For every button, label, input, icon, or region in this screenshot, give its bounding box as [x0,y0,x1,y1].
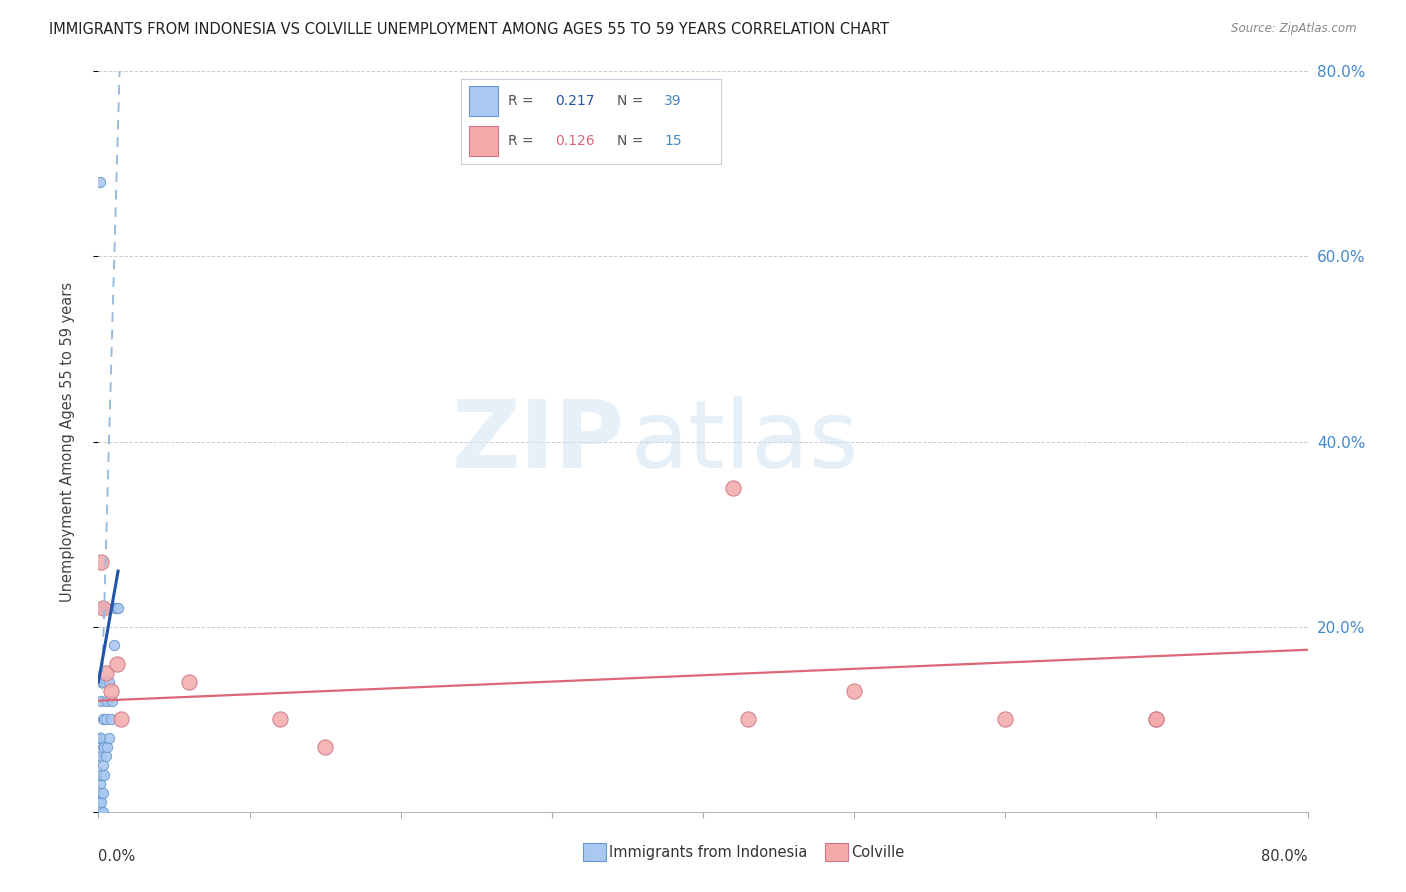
Point [93,767,115,781]
Point [89,777,111,791]
Point [100,712,122,726]
Point [723,481,745,495]
Point [89,731,111,745]
Point [91,675,114,690]
Point [90,675,112,690]
Point [844,684,866,698]
Point [110,712,132,726]
Point [91,601,114,615]
Point [1144,712,1167,726]
Point [93,712,115,726]
Point [91,712,114,726]
Text: atlas: atlas [630,395,859,488]
Point [91,805,114,819]
Point [89,767,111,781]
Point [100,684,122,698]
Point [94,749,117,764]
Point [89,749,111,764]
Point [90,805,112,819]
Point [179,675,201,690]
Point [90,731,112,745]
Point [94,601,117,615]
Point [90,694,112,708]
Text: 0.0%: 0.0% [98,849,135,863]
Point [105,657,128,671]
Point [96,694,118,708]
Point [90,786,112,800]
Point [94,712,117,726]
Point [107,601,129,615]
Text: Colville: Colville [851,846,904,860]
Point [90,601,112,615]
Point [89,805,111,819]
Text: Source: ZipAtlas.com: Source: ZipAtlas.com [1232,22,1357,36]
Point [94,665,117,680]
Text: 80.0%: 80.0% [1261,849,1308,863]
Point [91,758,114,772]
Point [1144,712,1167,726]
Text: ZIP: ZIP [451,395,624,488]
Point [96,739,118,754]
Point [105,601,128,615]
Point [101,694,124,708]
Point [91,739,114,754]
Point [89,175,111,190]
Point [737,712,759,726]
Text: IMMIGRANTS FROM INDONESIA VS COLVILLE UNEMPLOYMENT AMONG AGES 55 TO 59 YEARS COR: IMMIGRANTS FROM INDONESIA VS COLVILLE UN… [49,22,889,37]
Point [90,555,112,569]
Point [89,786,111,800]
Point [103,638,125,652]
Point [994,712,1017,726]
Point [314,739,336,754]
Point [104,601,127,615]
Point [269,712,291,726]
Text: Immigrants from Indonesia: Immigrants from Indonesia [609,846,807,860]
Point [90,749,112,764]
Point [91,786,114,800]
Point [89,796,111,810]
Y-axis label: Unemployment Among Ages 55 to 59 years: Unemployment Among Ages 55 to 59 years [60,282,75,601]
Point [93,739,115,754]
Point [98,675,121,690]
Point [98,731,121,745]
Point [90,767,112,781]
Point [90,796,112,810]
